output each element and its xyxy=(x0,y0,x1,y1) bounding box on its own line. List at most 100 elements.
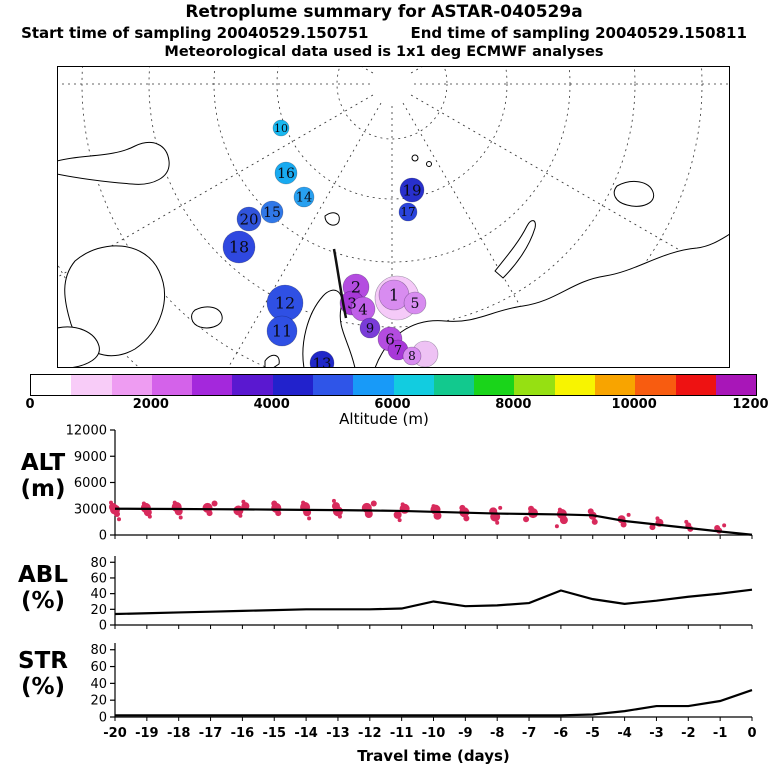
longitude-line xyxy=(58,94,374,278)
y-tick-label: 6000 xyxy=(74,476,107,491)
colorbar-segment xyxy=(393,375,434,395)
colorbar-segment xyxy=(111,375,152,395)
y-tick-label: 9000 xyxy=(74,450,107,465)
plume-cluster-circle xyxy=(403,291,427,315)
x-tick-label: -5 xyxy=(586,726,600,741)
y-tick-label: 0 xyxy=(99,619,107,634)
y-tick-label: 60 xyxy=(90,571,107,586)
plume-cluster-number: 3 xyxy=(347,294,357,312)
particle-altitude-dot xyxy=(143,508,152,517)
coast-uk xyxy=(264,354,280,367)
particle-altitude-dot xyxy=(206,510,213,517)
plume-cluster-circle xyxy=(398,202,418,222)
x-tick-label: -7 xyxy=(522,726,536,741)
abl-axes xyxy=(114,556,752,626)
particle-altitude-dot xyxy=(722,523,727,528)
plume-cluster-number: 18 xyxy=(229,238,249,257)
colorbar-segment xyxy=(312,375,354,395)
coast-novaya-zemlya xyxy=(494,220,536,279)
latitude-circle xyxy=(148,67,636,328)
colorbar-tick-label: 0 xyxy=(25,397,35,412)
plume-cluster-circle xyxy=(399,177,425,203)
abl-label-line1: ABL xyxy=(18,562,68,588)
x-tick-label: -9 xyxy=(458,726,472,741)
abl-label-line2: (%) xyxy=(20,588,66,615)
plume-cluster-number: 16 xyxy=(277,166,295,182)
colorbar-segment xyxy=(675,375,716,395)
str-label-line1: STR xyxy=(18,648,68,674)
y-tick-label: 0 xyxy=(99,529,107,544)
y-tick-label: 0 xyxy=(99,711,107,726)
particle-altitude-dot xyxy=(649,524,656,531)
plume-cluster-circle xyxy=(309,350,335,367)
particle-altitude-dot xyxy=(332,506,343,517)
plume-cluster-number: 1 xyxy=(389,286,399,305)
colorbar-segment xyxy=(353,375,394,395)
coast-severnaya-island xyxy=(613,180,655,207)
altitude-colorbar xyxy=(30,374,757,396)
colorbar-tick-label: 12000 xyxy=(732,397,768,412)
plume-cluster-number: 13 xyxy=(312,354,331,368)
x-tick-label: -19 xyxy=(135,726,159,741)
plume-cluster-number: 10 xyxy=(274,122,288,135)
colorbar-tick-labels: 0 2000 4000 6000 8000 10000 12000 xyxy=(25,397,768,412)
coast-islet-1 xyxy=(411,154,419,162)
abl-axis-label: ABL (%) xyxy=(4,562,82,615)
x-tick-label: 0 xyxy=(747,726,756,741)
plume-cluster-circle xyxy=(293,186,315,208)
colorbar-segment xyxy=(635,375,676,395)
plume-cluster-number: 9 xyxy=(366,322,374,337)
x-tick-label: -20 xyxy=(103,726,127,741)
particle-altitude-dot xyxy=(147,514,152,519)
x-tick-label: -11 xyxy=(390,726,414,741)
x-tick-label: -1 xyxy=(713,726,727,741)
latitude-circle xyxy=(276,67,508,200)
colorbar-segment xyxy=(554,375,595,395)
flight-track xyxy=(332,248,348,319)
particle-altitude-dot xyxy=(620,521,627,528)
plume-cluster-number: 17 xyxy=(400,205,415,219)
latitude-circle xyxy=(336,67,448,140)
plume-cluster-circle xyxy=(236,206,262,232)
time-series-panels: 030006000900012000020406080020406080-20-… xyxy=(66,424,757,765)
particle-altitude-dot xyxy=(554,524,559,529)
plume-cluster-circle xyxy=(402,346,422,366)
particle-altitude-dot xyxy=(233,505,244,516)
x-tick-label: -6 xyxy=(554,726,568,741)
colorbar-segment xyxy=(192,375,233,395)
plume-cluster-number: 15 xyxy=(263,205,281,221)
plume-cluster-circle xyxy=(274,161,298,185)
y-tick-label: 40 xyxy=(90,677,107,692)
particle-altitude-dot xyxy=(433,511,442,520)
x-tick-label: -18 xyxy=(167,726,191,741)
plume-cluster-circle xyxy=(260,200,284,224)
plume-cluster-number: 8 xyxy=(408,349,416,363)
x-tick-label: -16 xyxy=(231,726,255,741)
colorbar-segment xyxy=(31,375,72,395)
graticule-grid xyxy=(58,67,729,367)
particle-altitude-dot xyxy=(523,516,530,523)
particle-altitude-dot xyxy=(498,505,503,510)
particle-altitude-dot xyxy=(626,512,631,517)
map-border xyxy=(57,66,730,368)
particle-altitude-dot xyxy=(238,513,243,518)
colorbar-title: Altitude (m) xyxy=(339,410,429,428)
longitude-line xyxy=(410,94,729,280)
particle-altitude-dot xyxy=(364,510,373,518)
longitude-line xyxy=(361,67,374,74)
plume-cluster-number: 20 xyxy=(239,210,258,228)
colorbar-segment xyxy=(433,375,475,395)
plume-cluster-number: 5 xyxy=(411,296,420,312)
coast-eurasia xyxy=(374,234,729,367)
particle-altitude-dot xyxy=(393,510,402,519)
colorbar-tick-label: 2000 xyxy=(132,397,169,412)
particle-altitude-dot xyxy=(559,516,568,525)
coast-iceland xyxy=(191,306,223,329)
x-tick-label: -3 xyxy=(649,726,663,741)
particle-altitude-dot xyxy=(331,498,336,503)
y-tick-label: 60 xyxy=(90,660,107,675)
y-tick-label: 12000 xyxy=(66,424,107,439)
x-tick-label: -14 xyxy=(294,726,318,741)
particle-altitude-dot xyxy=(370,500,377,507)
plume-cluster-number: 11 xyxy=(272,322,292,341)
